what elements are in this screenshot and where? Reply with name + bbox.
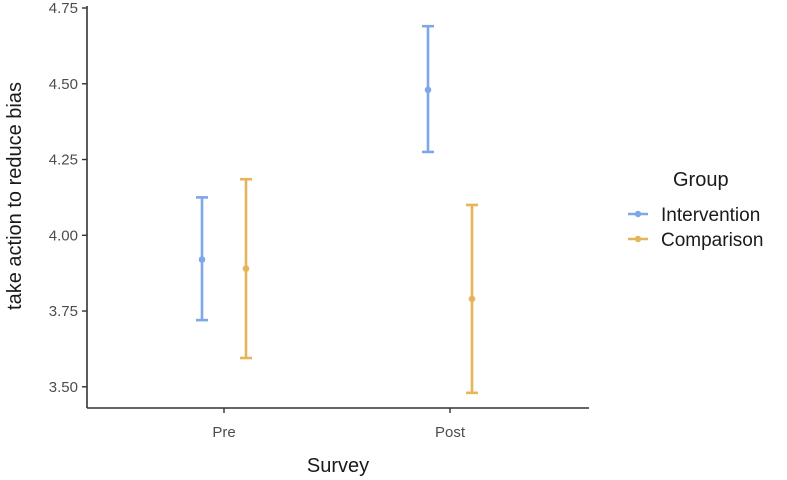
legend-key-point: [634, 210, 642, 218]
mean-point: [198, 256, 206, 263]
mean-point: [424, 86, 432, 94]
mean-point: [468, 295, 476, 303]
y-tick-label: 3.50: [49, 379, 78, 396]
y-tick-label: 4.25: [49, 152, 78, 169]
legend: Group Intervention Comparison: [628, 169, 763, 251]
y-tick-label: 3.75: [49, 303, 78, 320]
x-axis-title: Survey: [307, 455, 369, 477]
y-axis-ticks: 3.50 3.75 4.00 4.25 4.50 4.75: [49, 0, 87, 396]
legend-item-comparison: Comparison: [628, 230, 763, 251]
legend-title: Group: [673, 169, 729, 191]
mean-point: [242, 265, 250, 272]
series-comparison: [240, 177, 478, 395]
x-tick-label: Post: [435, 424, 466, 441]
y-tick-label: 4.75: [49, 0, 78, 17]
legend-items: Intervention Comparison: [628, 205, 763, 251]
series-intervention: [196, 24, 434, 322]
legend-label: Intervention: [661, 205, 760, 226]
legend-label: Comparison: [661, 230, 763, 251]
y-axis-title: take action to reduce bias: [4, 82, 26, 310]
legend-item-intervention: Intervention: [628, 205, 760, 226]
y-tick-label: 4.00: [49, 227, 78, 244]
series-layer: [196, 24, 478, 395]
legend-key-point: [634, 235, 642, 243]
x-tick-label: Pre: [212, 424, 235, 441]
y-tick-label: 4.50: [49, 76, 78, 93]
x-axis-ticks: Pre Post: [212, 408, 466, 441]
